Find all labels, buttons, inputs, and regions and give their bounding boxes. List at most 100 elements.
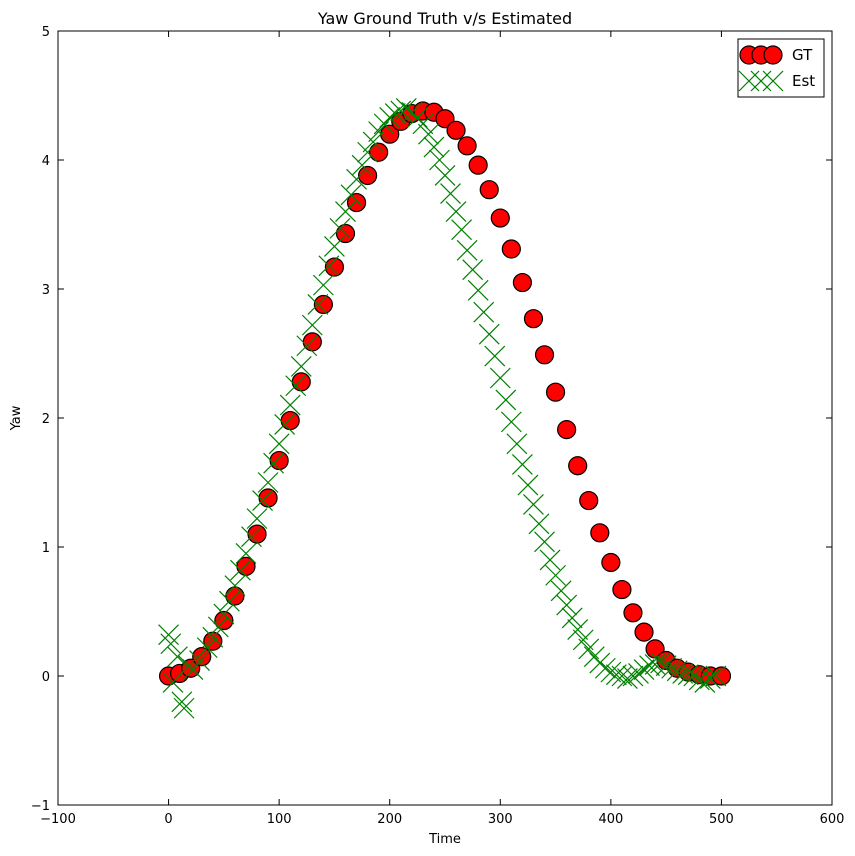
est-point [473,301,495,323]
est-point [650,652,672,674]
gt-point [568,456,588,476]
est-point [567,619,589,640]
est-point [340,184,362,206]
legend-est-label: Est [792,72,815,90]
x-tick-label: 100 [267,812,292,827]
est-point [417,123,439,145]
est-point [390,100,412,122]
est-point [556,594,578,616]
est-point [235,543,257,564]
gt-point [446,120,466,140]
y-tick-label: 3 [42,283,50,298]
gt-point [590,523,610,543]
est-point [207,616,229,638]
est-point [329,217,351,239]
est-point [268,433,290,455]
est-point [677,664,699,686]
est-point [666,660,688,682]
gt-point [457,136,477,156]
gt-point [523,309,544,329]
legend-est-x [762,70,784,92]
gt-point [623,603,643,623]
gt-point [579,490,599,511]
est-point [285,375,307,397]
y-tick-label: 2 [42,412,50,427]
est-point [312,274,334,296]
est-point [489,367,511,389]
est-point [335,201,356,223]
est-point [218,590,240,612]
x-tick-label: 300 [488,812,513,827]
est-point [384,103,406,124]
est-point [511,454,533,475]
x-tick-label: −100 [40,812,76,827]
x-tick-label: 0 [164,812,172,827]
est-point [166,646,188,668]
est-point [506,433,528,455]
gt-point [280,410,300,431]
gt-point [634,622,654,642]
est-point [445,201,467,223]
est-point [550,580,572,602]
est-point [171,691,193,713]
y-tick-label: −1 [31,799,50,814]
legend-est-x [750,70,772,92]
est-point [495,389,517,411]
est-point [296,335,318,357]
est-point [561,607,583,629]
est-point [318,255,340,277]
plot-frame [57,30,833,806]
chart-title: Yaw Ground Truth v/s Estimated [317,9,572,28]
x-tick-label: 400 [598,812,623,827]
legend: GT Est [737,38,825,98]
est-point [274,414,296,435]
y-tick-label: 0 [42,670,50,685]
est-point [434,165,456,186]
x-tick-label: 500 [709,812,734,827]
est-point [379,107,401,128]
y-tick-label: 5 [42,25,50,40]
gt-point [612,579,632,600]
gt-point [534,345,555,365]
gt-point [601,552,621,573]
est-point [158,624,179,646]
est-point [528,513,550,535]
gt-point [214,610,234,631]
gt-point [369,142,389,162]
gt-point [291,372,311,392]
est-point [605,664,627,686]
gt-point [557,420,577,440]
gt-point [313,294,333,315]
y-tick-label: 1 [42,541,50,556]
x-axis: −100 0 100 200 300 400 500 600 [40,31,844,827]
est-point [406,107,428,128]
est-point [307,294,329,315]
est-point [213,603,235,625]
est-point [412,113,434,135]
gt-point [512,272,533,293]
est-point [440,183,461,204]
gt-point [192,647,212,667]
est-point [451,219,473,241]
est-point [423,136,445,158]
gt-point [435,109,455,129]
legend-est-x [738,70,760,92]
est-point [699,668,721,690]
est-point [241,526,262,548]
x-tick-label: 600 [820,812,845,827]
gt-point [247,524,267,544]
est-point [467,279,489,301]
gt-point [358,165,378,186]
est-point [500,411,522,433]
est-point [189,650,210,671]
est-point [173,697,195,719]
est-point [705,665,727,687]
est-point [351,154,373,176]
est-point [484,345,506,367]
est-point [357,141,379,163]
est-point [182,659,204,680]
gt-point [501,239,521,259]
est-point [290,355,312,377]
est-point [661,657,683,679]
